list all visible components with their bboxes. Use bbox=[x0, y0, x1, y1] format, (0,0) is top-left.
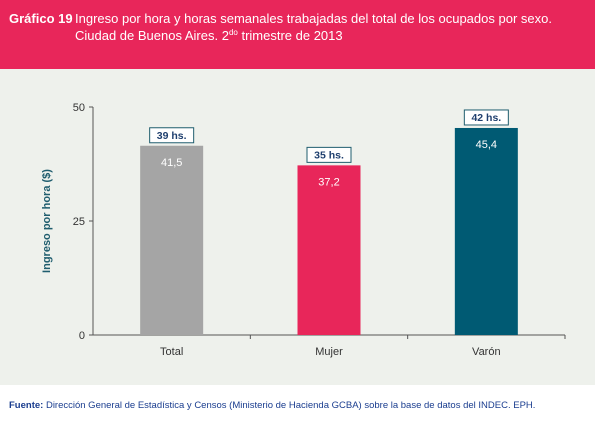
value-label: 37,2 bbox=[318, 176, 339, 188]
bar-varón bbox=[454, 127, 518, 335]
source-label: Fuente: bbox=[9, 400, 44, 411]
hours-label: 42 hs. bbox=[471, 112, 501, 124]
chart-header: Gráfico 19 Ingreso por hora y horas sema… bbox=[0, 0, 595, 69]
value-label: 41,5 bbox=[161, 157, 182, 169]
bar-mujer bbox=[297, 165, 361, 335]
category-label: Mujer bbox=[315, 346, 343, 358]
hours-box bbox=[149, 127, 195, 144]
y-tick-label: 25 bbox=[73, 216, 85, 228]
hours-label: 35 hs. bbox=[314, 149, 344, 161]
chart-bars bbox=[140, 127, 518, 335]
chart-title-line1: Ingreso por hora y horas semanales traba… bbox=[75, 11, 552, 26]
bar-total bbox=[140, 145, 204, 335]
hours-label: 39 hs. bbox=[157, 130, 187, 142]
chart-number: Gráfico 19 bbox=[9, 11, 73, 26]
y-tick-label: 0 bbox=[79, 330, 85, 342]
chart-footer: Fuente: Dirección General de Estadística… bbox=[0, 385, 595, 425]
y-axis-label: Ingreso por hora ($) bbox=[41, 169, 53, 273]
source-text: Dirección General de Estadística y Censo… bbox=[43, 400, 536, 411]
chart-labels: Total 41,5 39 hs. Mujer 37,2 35 hs. Varón 45,4 4… bbox=[149, 109, 509, 358]
title-line2-sup: do bbox=[228, 28, 238, 37]
category-label: Total bbox=[160, 346, 183, 358]
chart-title-line2: Ciudad de Buenos Aires. 2do trimestre de… bbox=[75, 28, 343, 43]
title-line2-post: trimestre de 2013 bbox=[237, 28, 343, 43]
y-tick-label: 50 bbox=[73, 102, 85, 114]
category-label: Varón bbox=[472, 346, 501, 358]
source-note: Fuente: Dirección General de Estadística… bbox=[9, 400, 535, 411]
title-line2-pre: Ciudad de Buenos Aires. 2 bbox=[75, 28, 229, 43]
hours-box bbox=[306, 146, 352, 163]
value-label: 45,4 bbox=[476, 139, 497, 151]
hours-box bbox=[463, 109, 509, 126]
